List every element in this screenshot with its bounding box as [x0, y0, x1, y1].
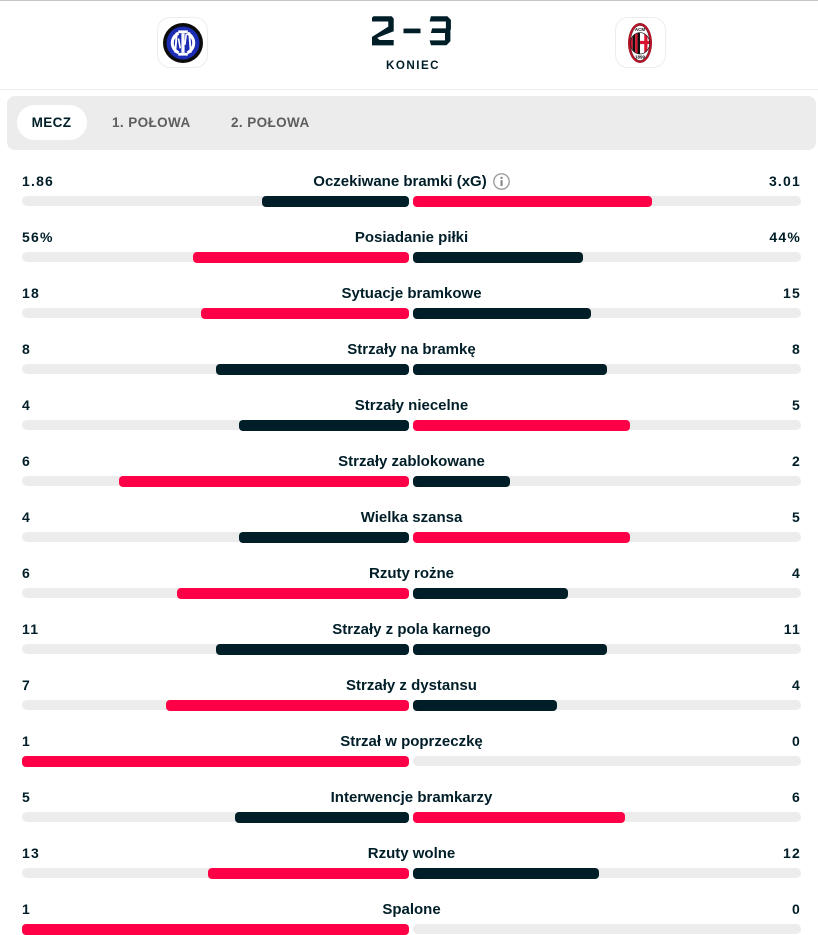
svg-text:1899: 1899	[635, 54, 646, 59]
svg-text:ACM: ACM	[635, 26, 645, 31]
